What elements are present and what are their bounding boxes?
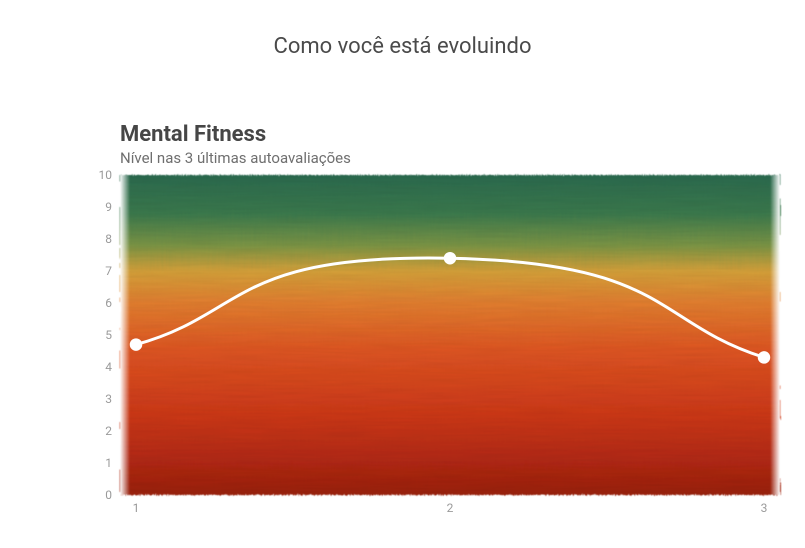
y-tick-label: 1 [105, 456, 112, 470]
y-tick-label: 8 [105, 232, 112, 246]
y-tick-label: 6 [105, 296, 112, 310]
chart-svg [120, 175, 780, 495]
x-tick-label: 3 [761, 501, 768, 515]
data-marker [445, 253, 455, 263]
y-tick-label: 5 [105, 328, 112, 342]
y-tick-label: 0 [105, 488, 112, 502]
page-title: Como você está evoluindo [0, 34, 805, 59]
y-tick-label: 7 [105, 264, 112, 278]
y-tick-label: 10 [99, 168, 113, 182]
y-tick-label: 3 [105, 392, 112, 406]
chart-title: Mental Fitness [120, 122, 351, 147]
y-axis: 012345678910 [92, 175, 116, 495]
data-marker [759, 352, 769, 362]
chart-subtitle: Nível nas 3 últimas autoavaliações [120, 149, 351, 167]
y-tick-label: 9 [105, 200, 112, 214]
x-axis: 1 2 3 [120, 501, 780, 521]
mental-fitness-chart: Mental Fitness Nível nas 3 últimas autoa… [92, 122, 351, 175]
y-tick-label: 2 [105, 424, 112, 438]
data-marker [131, 340, 141, 350]
x-tick-label: 2 [447, 501, 454, 515]
x-tick-label: 1 [133, 501, 140, 515]
y-tick-label: 4 [105, 360, 112, 374]
